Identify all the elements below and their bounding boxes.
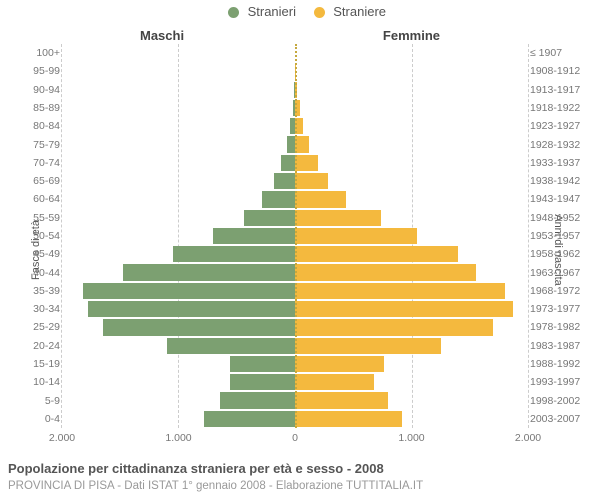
male-bar (262, 191, 295, 207)
male-bar (213, 228, 295, 244)
female-bar (295, 301, 513, 317)
female-half (295, 44, 528, 428)
birth-label: 1993-1997 (530, 377, 594, 388)
female-bar (295, 283, 505, 299)
age-label: 25-29 (8, 322, 60, 333)
x-tick: 1.000 (165, 432, 191, 444)
x-tick: 2.000 (49, 432, 75, 444)
male-bar (274, 173, 295, 189)
birth-label: 1988-1992 (530, 359, 594, 370)
chart-title: Popolazione per cittadinanza straniera p… (8, 461, 384, 476)
column-title-male: Maschi (140, 28, 184, 43)
female-bar (295, 155, 318, 171)
birth-label: 1938-1942 (530, 176, 594, 187)
male-bar (103, 319, 295, 335)
age-label: 20-24 (8, 341, 60, 352)
legend-female-label: Straniere (333, 4, 386, 19)
male-bar (173, 246, 295, 262)
male-bar (123, 264, 295, 280)
birth-label: 1908-1912 (530, 66, 594, 77)
birth-label: 1958-1962 (530, 249, 594, 260)
age-label: 90-94 (8, 85, 60, 96)
male-bar (88, 301, 295, 317)
female-bar (295, 173, 328, 189)
male-bar (220, 392, 295, 408)
age-label: 75-79 (8, 140, 60, 151)
birth-label: 1963-1967 (530, 268, 594, 279)
female-bar (295, 191, 346, 207)
age-label: 55-59 (8, 213, 60, 224)
birth-label: ≤ 1907 (530, 48, 594, 59)
age-label: 30-34 (8, 304, 60, 315)
birth-label: 1933-1937 (530, 158, 594, 169)
male-bar (244, 210, 295, 226)
age-label: 45-49 (8, 249, 60, 260)
female-bar (295, 264, 476, 280)
female-bar (295, 374, 374, 390)
birth-label: 1973-1977 (530, 304, 594, 315)
female-bar (295, 246, 458, 262)
age-label: 95-99 (8, 66, 60, 77)
male-bar (230, 356, 295, 372)
birth-label: 1983-1987 (530, 341, 594, 352)
birth-label: 1913-1917 (530, 85, 594, 96)
center-line (295, 44, 297, 428)
plot-area (62, 44, 528, 428)
age-label: 60-64 (8, 194, 60, 205)
birth-label: 1953-1957 (530, 231, 594, 242)
age-label: 50-54 (8, 231, 60, 242)
gridline (528, 44, 529, 428)
age-label: 0-4 (8, 414, 60, 425)
female-bar (295, 411, 402, 427)
male-bar (167, 338, 295, 354)
legend-female-dot (314, 7, 325, 18)
female-bar (295, 136, 309, 152)
chart-subtitle: PROVINCIA DI PISA - Dati ISTAT 1° gennai… (8, 480, 423, 492)
birth-label: 1943-1947 (530, 194, 594, 205)
female-bar (295, 319, 493, 335)
birth-label: 1948-1952 (530, 213, 594, 224)
age-label: 65-69 (8, 176, 60, 187)
x-tick: 0 (292, 432, 298, 444)
male-half (62, 44, 295, 428)
female-bar (295, 356, 384, 372)
age-label: 5-9 (8, 396, 60, 407)
column-title-female: Femmine (383, 28, 440, 43)
age-label: 85-89 (8, 103, 60, 114)
male-bar (204, 411, 295, 427)
female-bar (295, 210, 381, 226)
female-bar (295, 392, 388, 408)
population-pyramid-chart: Stranieri Straniere Maschi Femmine Fasce… (0, 0, 600, 500)
birth-label: 1978-1982 (530, 322, 594, 333)
male-bar (83, 283, 295, 299)
age-label: 80-84 (8, 121, 60, 132)
birth-label: 1928-1932 (530, 140, 594, 151)
x-axis: 2.0001.00001.0002.000 (62, 432, 528, 446)
female-bar (295, 338, 441, 354)
birth-label: 1918-1922 (530, 103, 594, 114)
age-label: 10-14 (8, 377, 60, 388)
age-label: 40-44 (8, 268, 60, 279)
male-bar (230, 374, 295, 390)
age-label: 15-19 (8, 359, 60, 370)
age-label: 35-39 (8, 286, 60, 297)
legend-male-label: Stranieri (248, 4, 296, 19)
x-tick: 1.000 (398, 432, 424, 444)
x-tick: 2.000 (515, 432, 541, 444)
birth-label: 2003-2007 (530, 414, 594, 425)
legend-male-dot (228, 7, 239, 18)
legend: Stranieri Straniere (0, 4, 600, 19)
age-label: 70-74 (8, 158, 60, 169)
birth-label: 1968-1972 (530, 286, 594, 297)
birth-label: 1998-2002 (530, 396, 594, 407)
birth-label: 1923-1927 (530, 121, 594, 132)
female-bar (295, 228, 417, 244)
male-bar (287, 136, 295, 152)
age-label: 100+ (8, 48, 60, 59)
male-bar (281, 155, 295, 171)
